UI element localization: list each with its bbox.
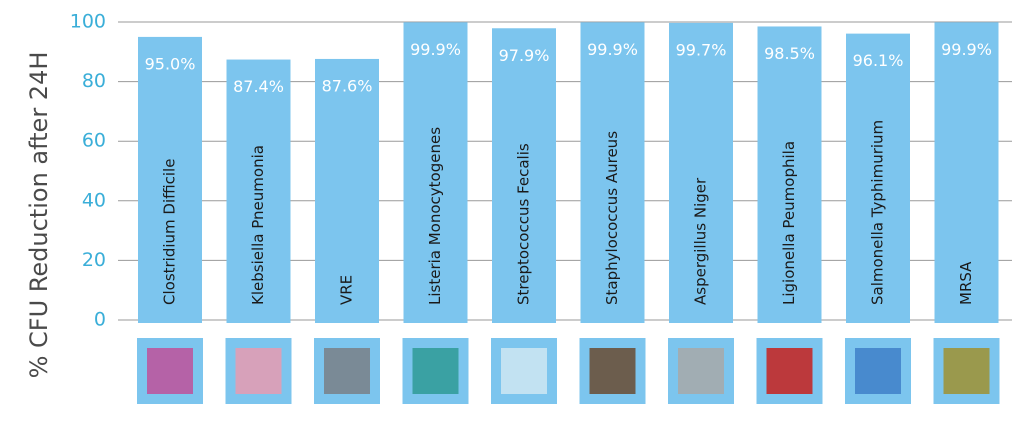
- category-label: Streptococcus Fecalis: [515, 143, 533, 305]
- microbe-image: [147, 348, 193, 394]
- y-tick-label: 40: [82, 189, 106, 211]
- value-label: 87.6%: [322, 76, 373, 95]
- value-label: 98.5%: [764, 44, 815, 63]
- y-tick-label: 60: [82, 130, 106, 152]
- bar: [403, 22, 468, 323]
- category-label: Salmonella Typhimurium: [869, 120, 887, 305]
- bar: [492, 28, 556, 324]
- value-label: 87.4%: [233, 77, 284, 96]
- bar: [580, 22, 645, 323]
- category-label: Ligionella Peumophila: [780, 141, 798, 305]
- microbe-image: [235, 348, 282, 394]
- microbe-image: [412, 348, 459, 394]
- y-tick-label: 100: [70, 11, 106, 33]
- microbe-image: [943, 348, 990, 394]
- category-label: Klebsiella Pneumonia: [249, 145, 267, 305]
- category-label: Staphylococcus Aureus: [603, 131, 621, 305]
- category-label: Listeria Monocytogenes: [426, 127, 444, 305]
- value-label: 99.9%: [410, 40, 461, 59]
- microbe-image: [324, 348, 370, 394]
- y-tick-label: 80: [82, 70, 106, 92]
- value-label: 96.1%: [853, 51, 904, 70]
- microbe-image: [501, 348, 547, 394]
- value-label: 99.7%: [676, 40, 727, 59]
- microbe-image: [589, 348, 636, 394]
- microbe-image: [855, 348, 901, 394]
- bar: [934, 22, 999, 323]
- microbe-image: [766, 348, 813, 394]
- category-label: Aspergillus Niger: [692, 177, 710, 305]
- bar: [669, 22, 733, 323]
- microbe-image: [678, 348, 724, 394]
- value-label: 99.9%: [941, 40, 992, 59]
- bar: [315, 58, 379, 324]
- bar: [138, 36, 202, 324]
- value-label: 99.9%: [587, 40, 638, 59]
- y-tick-label: 20: [82, 249, 106, 271]
- bar: [757, 26, 822, 323]
- bar: [846, 33, 910, 323]
- value-label: 95.0%: [145, 54, 196, 73]
- category-label: MRSA: [957, 261, 975, 305]
- category-label: VRE: [338, 275, 356, 305]
- y-axis-label: % CFU Reduction after 24H: [25, 52, 53, 379]
- bar: [226, 59, 291, 323]
- category-label: Clostridium Difficile: [161, 159, 179, 305]
- y-tick-label: 0: [94, 309, 106, 331]
- value-label: 97.9%: [499, 46, 550, 65]
